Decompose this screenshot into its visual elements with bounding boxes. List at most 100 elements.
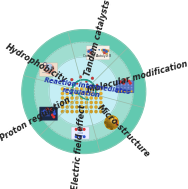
Circle shape (99, 92, 102, 95)
Circle shape (99, 87, 102, 91)
Circle shape (75, 129, 77, 130)
Circle shape (70, 96, 74, 100)
Circle shape (75, 110, 79, 113)
Circle shape (109, 126, 110, 127)
Circle shape (83, 85, 85, 87)
Circle shape (79, 136, 81, 137)
Circle shape (111, 119, 115, 122)
Circle shape (99, 110, 102, 113)
Circle shape (89, 96, 93, 100)
Circle shape (85, 110, 88, 113)
Circle shape (94, 87, 98, 91)
Circle shape (113, 118, 114, 119)
Circle shape (91, 85, 93, 87)
Circle shape (66, 105, 69, 109)
Circle shape (85, 101, 88, 104)
Circle shape (107, 118, 108, 119)
Circle shape (107, 126, 108, 127)
Circle shape (111, 128, 112, 129)
Circle shape (89, 110, 93, 113)
Circle shape (127, 87, 129, 89)
Circle shape (107, 120, 108, 121)
Circle shape (44, 110, 45, 112)
FancyBboxPatch shape (41, 113, 50, 114)
Circle shape (105, 50, 107, 51)
Circle shape (52, 114, 53, 116)
Circle shape (75, 136, 77, 137)
Circle shape (111, 120, 112, 121)
Circle shape (79, 75, 82, 78)
Circle shape (94, 92, 98, 95)
Circle shape (50, 109, 52, 110)
Circle shape (124, 91, 126, 92)
Circle shape (99, 96, 102, 100)
Text: Proton regulation: Proton regulation (0, 95, 73, 143)
Circle shape (80, 110, 83, 113)
Circle shape (127, 91, 129, 92)
Circle shape (76, 83, 78, 85)
Circle shape (127, 90, 129, 91)
Circle shape (85, 87, 88, 91)
Circle shape (103, 51, 105, 53)
Circle shape (111, 126, 112, 127)
Circle shape (123, 82, 124, 84)
Circle shape (109, 122, 110, 123)
Circle shape (104, 49, 106, 51)
Circle shape (70, 105, 74, 109)
Circle shape (61, 105, 64, 109)
Circle shape (79, 129, 81, 130)
Text: Catalyst A: Catalyst A (83, 54, 98, 58)
Circle shape (117, 84, 119, 86)
FancyBboxPatch shape (41, 111, 50, 112)
Circle shape (91, 49, 94, 51)
Circle shape (66, 110, 69, 113)
Circle shape (91, 50, 92, 51)
Circle shape (80, 101, 83, 104)
Circle shape (70, 101, 74, 104)
Circle shape (131, 81, 133, 83)
Circle shape (94, 105, 98, 109)
Circle shape (85, 105, 88, 109)
Circle shape (54, 113, 55, 114)
Circle shape (70, 92, 74, 95)
Circle shape (109, 120, 110, 121)
Text: regulation: regulation (62, 87, 101, 98)
Circle shape (80, 87, 83, 91)
Circle shape (75, 101, 79, 104)
Circle shape (113, 122, 114, 123)
Text: C₂: C₂ (42, 62, 48, 67)
Circle shape (115, 124, 116, 125)
Circle shape (117, 87, 119, 89)
Circle shape (107, 124, 108, 125)
Circle shape (61, 96, 64, 100)
Circle shape (99, 101, 102, 104)
Circle shape (80, 96, 83, 100)
Circle shape (61, 101, 64, 104)
Circle shape (131, 90, 133, 91)
Circle shape (89, 87, 93, 91)
Circle shape (127, 84, 129, 86)
Circle shape (115, 118, 116, 119)
FancyBboxPatch shape (41, 115, 50, 116)
Circle shape (94, 101, 98, 104)
Text: Micro-structure: Micro-structure (95, 103, 151, 159)
Circle shape (53, 116, 55, 118)
Circle shape (96, 84, 98, 86)
Circle shape (83, 136, 85, 137)
Circle shape (105, 52, 108, 55)
Circle shape (35, 42, 133, 141)
Circle shape (94, 110, 98, 113)
Circle shape (106, 51, 107, 52)
Circle shape (115, 120, 116, 121)
Circle shape (66, 92, 69, 95)
Circle shape (121, 91, 123, 92)
Circle shape (111, 124, 112, 125)
Circle shape (94, 96, 98, 100)
Circle shape (74, 87, 75, 88)
Circle shape (66, 96, 69, 100)
FancyBboxPatch shape (39, 63, 58, 76)
Circle shape (89, 105, 93, 109)
Circle shape (70, 110, 74, 113)
Circle shape (113, 120, 114, 121)
Circle shape (107, 122, 108, 123)
